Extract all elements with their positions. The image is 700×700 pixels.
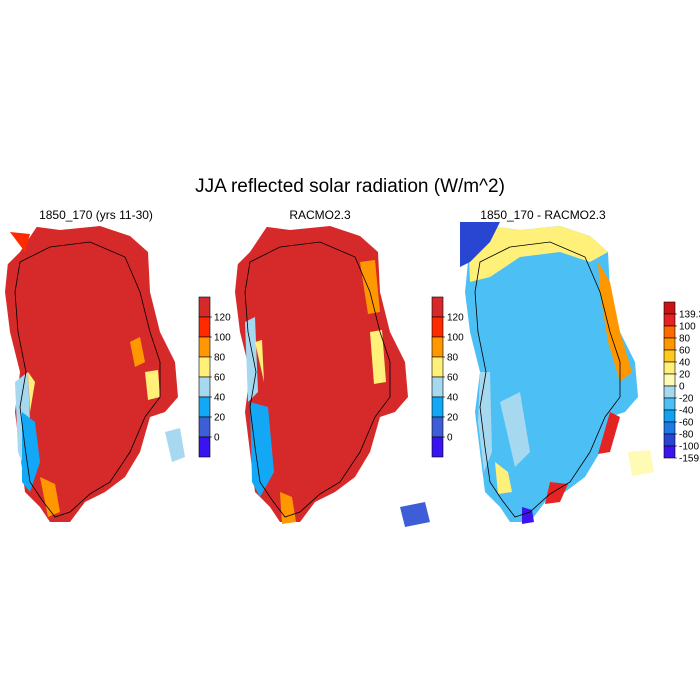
colorbar-segment	[663, 409, 676, 423]
colorbar-label: 40	[214, 393, 226, 404]
colorbar-label: 120	[214, 313, 231, 324]
colorbar-label: 20	[679, 370, 691, 381]
colorbar-segment	[431, 356, 444, 378]
greenland-field	[0, 222, 185, 522]
colorbar-segment	[663, 337, 676, 351]
colorbar-segment	[663, 313, 676, 327]
colorbar-segment	[198, 296, 211, 318]
colorbar-segment	[663, 349, 676, 363]
coastline	[244, 241, 391, 518]
colorbar-segment	[663, 445, 676, 459]
colorbar-segment	[198, 356, 211, 378]
colorbar-segment	[663, 421, 676, 435]
colorbar-segment	[431, 396, 444, 418]
colorbar-segment	[198, 376, 211, 398]
greenland-field	[230, 222, 430, 527]
colorbar-label: 60	[214, 373, 226, 384]
colorbar-label: 100	[214, 333, 231, 344]
colorbar-segment	[431, 376, 444, 398]
colorbar-segment	[198, 396, 211, 418]
colorbar-label: 120	[447, 313, 464, 324]
colorbar-label: -100	[679, 442, 699, 453]
colorbar-label: 60	[447, 373, 459, 384]
colorbar-label: 40	[679, 358, 691, 369]
colorbar-label: 80	[679, 334, 691, 345]
coastline	[474, 241, 621, 518]
colorbar-segment	[431, 316, 444, 338]
colorbar-label: 60	[679, 346, 691, 357]
colorbar-segment	[663, 373, 676, 387]
colorbar-label: -20	[679, 394, 694, 405]
colorbar-segment	[663, 433, 676, 447]
colorbar-segment	[663, 325, 676, 339]
map-panel-difference	[460, 222, 654, 524]
colorbar-label: -60	[679, 418, 694, 429]
colorbar-racmo: 120 100 80 60 40 20 0	[431, 296, 464, 458]
colorbar-label: 40	[447, 393, 459, 404]
panel-title-difference: 1850_170 - RACMO2.3	[480, 208, 606, 222]
colorbar-segment	[431, 296, 444, 318]
panel-title-model: 1850_170 (yrs 11-30)	[39, 208, 153, 222]
colorbar-segment	[431, 416, 444, 438]
colorbar-label: 80	[214, 353, 226, 364]
colorbar-segment	[198, 336, 211, 358]
colorbar-label: 20	[447, 413, 459, 424]
colorbar-label: 80	[447, 353, 459, 364]
colorbar-label: 139.3	[679, 310, 700, 321]
colorbar-segment	[663, 385, 676, 399]
colorbar-label: 0	[214, 433, 220, 444]
colorbar-label: -159	[679, 454, 699, 465]
colorbar-difference: 139.3100806040200-20-40-60-80-100-159	[663, 301, 700, 465]
panel-title-racmo: RACMO2.3	[289, 208, 351, 222]
map-panel-racmo	[230, 222, 430, 527]
colorbar-label: -40	[679, 406, 694, 417]
colorbar-label: -80	[679, 430, 694, 441]
colorbar-segment	[198, 316, 211, 338]
colorbar-segment	[431, 436, 444, 458]
colorbar-segment	[663, 301, 676, 315]
colorbar-label: 100	[447, 333, 464, 344]
map-panel-model	[0, 222, 185, 522]
colorbar-model: 120 100 80 60 40 20 0	[198, 296, 231, 458]
colorbar-segment	[198, 416, 211, 438]
colorbar-label: 0	[447, 433, 453, 444]
coastline	[14, 241, 161, 518]
colorbar-segment	[663, 361, 676, 375]
colorbar-label: 0	[679, 382, 685, 393]
difference-field	[460, 222, 654, 524]
figure-title: JJA reflected solar radiation (W/m^2)	[195, 176, 505, 197]
colorbar-label: 100	[679, 322, 696, 333]
colorbar-segment	[431, 336, 444, 358]
colorbar-segment	[198, 436, 211, 458]
colorbar-segment	[663, 397, 676, 411]
colorbar-label: 20	[214, 413, 226, 424]
